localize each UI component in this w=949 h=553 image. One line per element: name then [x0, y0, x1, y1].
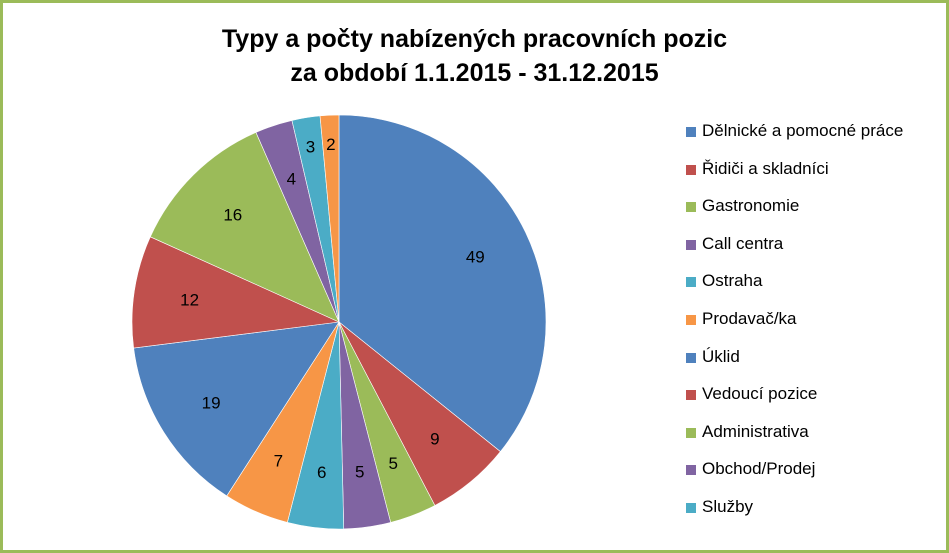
- legend-label: Administrativa: [702, 421, 809, 441]
- legend-label: Vedoucí pozice: [702, 384, 818, 404]
- legend-label: Gastronomie: [702, 196, 800, 216]
- legend-label: Call centra: [702, 233, 784, 253]
- legend-swatch: [686, 465, 696, 476]
- pie-data-label: 16: [223, 206, 242, 225]
- pie-slice: [131, 236, 341, 349]
- pie-data-label: 2: [326, 135, 335, 154]
- pie-data-label: 4: [287, 170, 296, 189]
- legend-swatch: [686, 202, 696, 213]
- legend-label: Ostraha: [702, 271, 763, 291]
- pie-data-label: 19: [202, 394, 221, 413]
- pie-data-label: 12: [180, 291, 199, 310]
- pie-data-label: 3: [306, 137, 315, 156]
- legend-label: Úklid: [702, 346, 740, 366]
- legend-swatch: [686, 314, 696, 325]
- pie-data-label: 49: [466, 248, 485, 267]
- legend-label: Řidiči a skladníci: [702, 158, 829, 178]
- chart-title-line-1: Typy a počty nabízených pracovních pozic: [221, 25, 728, 53]
- pie-data-label: 5: [355, 463, 364, 482]
- pie-slice: [319, 114, 340, 323]
- pie-data-label: 7: [274, 451, 283, 470]
- pie-data-label: 6: [317, 463, 326, 482]
- legend-swatch: [686, 427, 696, 438]
- legend-label: Dělnické a pomocné práce: [702, 121, 904, 140]
- pie-data-label: 5: [388, 454, 397, 473]
- legend-swatch: [686, 164, 696, 175]
- legend-swatch: [686, 390, 696, 401]
- legend-swatch: [686, 127, 696, 137]
- pie-data-label: 9: [430, 430, 439, 449]
- legend-label: Prodavač/ka: [702, 308, 797, 328]
- legend-label: Obchod/Prodej: [702, 459, 816, 479]
- pie-slice: [338, 114, 547, 453]
- legend-label: Služby: [702, 496, 754, 516]
- pie-slice: [133, 321, 340, 497]
- legend-swatch: [686, 352, 696, 363]
- chart-title: Typy a počty nabízených pracovních pozic…: [0, 22, 949, 90]
- legend-swatch: [686, 239, 696, 250]
- legend-swatch: [686, 502, 696, 513]
- pie-slice: [149, 131, 340, 323]
- chart-title-line-2: za období 1.1.2015 - 31.12.2015: [290, 59, 659, 87]
- legend-swatch: [686, 277, 696, 288]
